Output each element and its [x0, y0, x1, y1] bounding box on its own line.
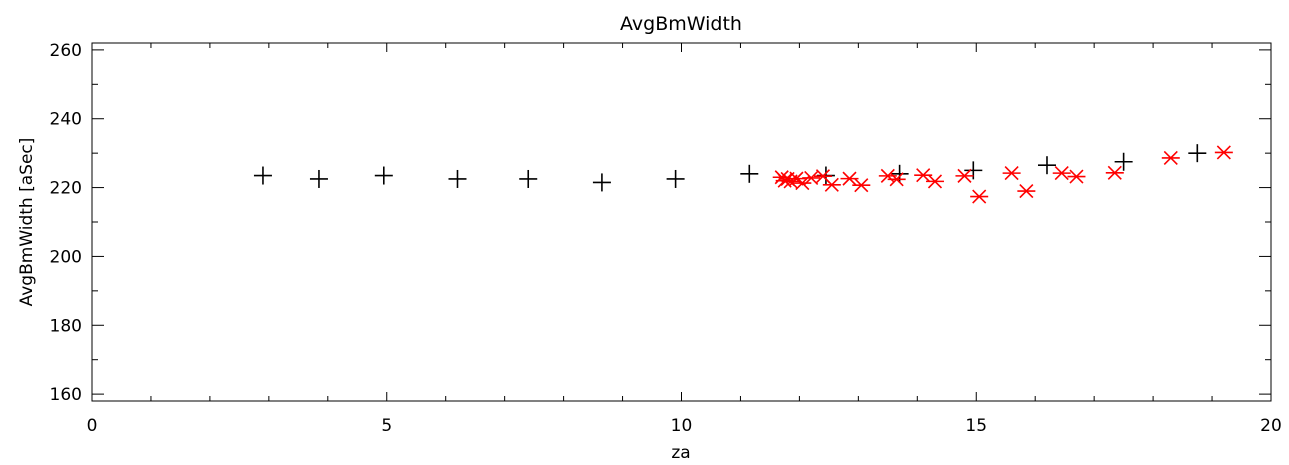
- y-tick-label: 240: [50, 110, 82, 130]
- data-points: [253, 144, 1233, 204]
- plus-marker: [592, 173, 611, 192]
- asterisk-marker: [1214, 145, 1233, 160]
- plus-marker: [1188, 144, 1207, 163]
- x-tick-label: 5: [381, 416, 392, 436]
- y-tick-label: 220: [50, 179, 82, 199]
- asterisk-marker: [852, 178, 871, 193]
- plus-marker: [309, 169, 328, 188]
- asterisk-marker: [802, 170, 821, 186]
- asterisk-marker: [955, 168, 974, 183]
- asterisk-marker: [1161, 150, 1180, 166]
- plus-marker: [666, 169, 685, 188]
- plus-marker: [1114, 152, 1133, 171]
- chart-title: AvgBmWidth: [620, 13, 742, 35]
- y-tick-label: 260: [50, 41, 82, 61]
- y-axis-label: AvgBmWidth [aSec]: [17, 138, 37, 307]
- asterisk-marker: [1017, 183, 1036, 199]
- asterisk-marker: [1002, 166, 1021, 181]
- plus-marker: [519, 169, 538, 188]
- plus-marker: [1037, 156, 1056, 175]
- plot-frame: [91, 42, 1272, 402]
- x-axis: 0 5 10 15 20: [87, 43, 1282, 436]
- asterisk-marker: [822, 177, 841, 192]
- asterisk-marker: [970, 189, 989, 204]
- asterisk-marker: [1105, 165, 1124, 180]
- x-tick-label: 15: [965, 416, 987, 436]
- plus-marker: [448, 169, 467, 188]
- y-tick-label: 200: [50, 247, 82, 267]
- asterisk-marker: [925, 174, 944, 189]
- series-2: [772, 145, 1233, 204]
- x-tick-label: 0: [87, 416, 98, 436]
- x-axis-label: za: [671, 443, 690, 463]
- x-tick-label: 10: [671, 416, 693, 436]
- x-tick-label: 20: [1260, 416, 1282, 436]
- y-axis: 160 180 200 220 240 260: [50, 41, 1271, 405]
- plus-marker: [253, 166, 272, 185]
- y-tick-label: 180: [50, 316, 82, 336]
- y-tick-label: 160: [50, 385, 82, 405]
- asterisk-marker: [887, 172, 906, 187]
- series-1: [253, 144, 1207, 192]
- plus-marker: [374, 166, 393, 185]
- plus-marker: [740, 164, 759, 183]
- asterisk-marker: [1067, 169, 1086, 184]
- asterisk-marker: [793, 176, 812, 191]
- asterisk-marker: [1052, 166, 1071, 181]
